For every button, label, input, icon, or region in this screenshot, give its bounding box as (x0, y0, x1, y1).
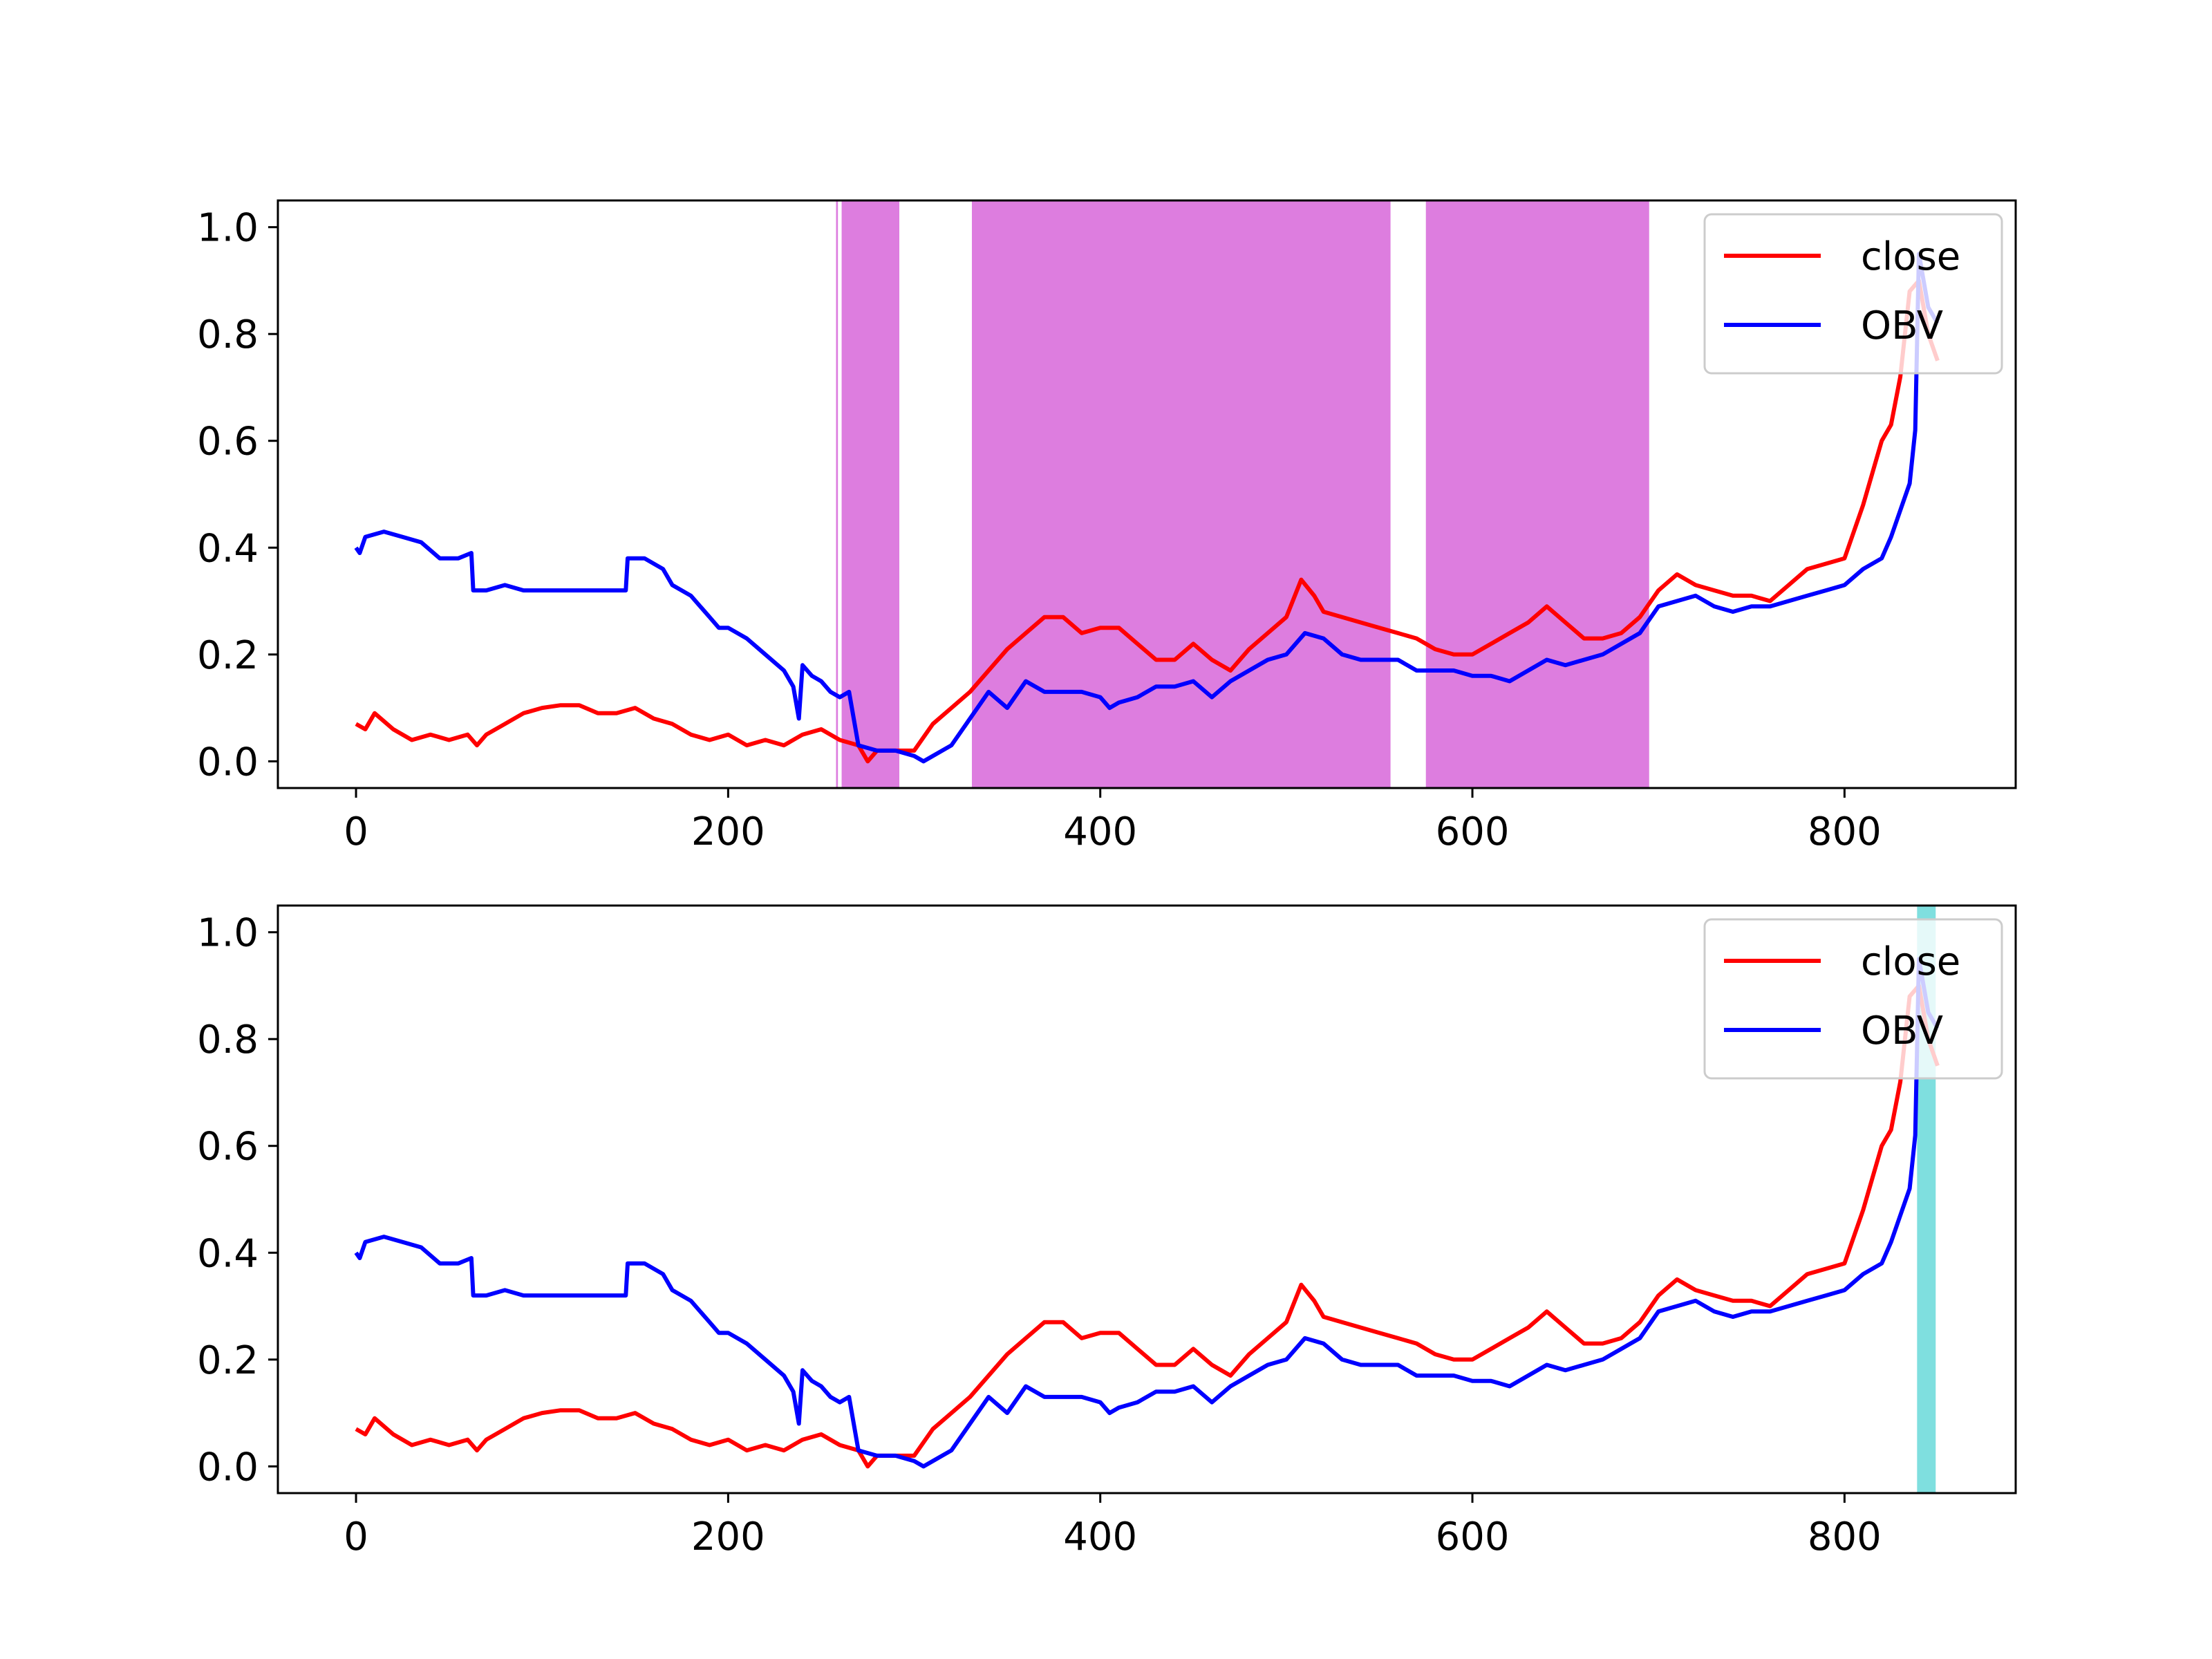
bottom-legend-label-close: close (1861, 939, 1960, 984)
top-subplot: 0 200 400 600 800 0.0 0.2 0.4 0.6 0.8 1.0 close OBV (197, 199, 2017, 854)
top-shaded-span-1 (841, 200, 900, 788)
top-series-close-line (355, 278, 1940, 764)
bottom-series-obv-line (354, 957, 1940, 1469)
top-legend-label-close: close (1861, 234, 1960, 279)
bottom-subplot: 0 200 400 600 800 0.0 0.2 0.4 0.6 0.8 1.0 close OBV (197, 904, 2017, 1559)
bottom-series-close-line (355, 983, 1940, 1469)
bottom-xtick-label-2: 400 (1063, 1515, 1137, 1559)
top-ytick-label-0: 0.0 (197, 740, 259, 785)
top-shaded-span-2 (971, 200, 1391, 788)
bottom-xtick-label-4: 800 (1808, 1515, 1882, 1559)
top-ytick-label-4: 0.8 (197, 312, 259, 357)
top-xtick-label-0: 0 (344, 809, 368, 854)
bottom-xtick-label-3: 600 (1436, 1515, 1510, 1559)
top-shaded-span-0 (836, 200, 838, 788)
bottom-ytick-label-5: 1.0 (197, 911, 259, 956)
top-legend: close OBV (1703, 213, 2003, 375)
top-ytick-label-3: 0.6 (197, 420, 259, 465)
top-xtick-label-3: 600 (1436, 809, 1510, 854)
top-ytick-label-5: 1.0 (197, 206, 259, 251)
bottom-ytick-label-2: 0.4 (197, 1231, 259, 1276)
bottom-ytick-label-4: 0.8 (197, 1018, 259, 1062)
top-shaded-span-3 (1425, 200, 1649, 788)
bottom-axes-frame (276, 904, 2017, 1494)
bottom-ytick-label-0: 0.0 (197, 1445, 259, 1490)
top-xtick-label-2: 400 (1063, 809, 1137, 854)
top-ytick-label-2: 0.4 (197, 526, 259, 571)
top-xtick-label-4: 800 (1808, 809, 1882, 854)
bottom-xtick-label-1: 200 (691, 1515, 765, 1559)
bottom-ytick-label-3: 0.6 (197, 1125, 259, 1170)
bottom-xtick-label-0: 0 (344, 1515, 368, 1559)
bottom-legend-label-obv: OBV (1861, 1009, 1943, 1053)
top-ytick-label-1: 0.2 (197, 633, 259, 678)
bottom-ytick-label-1: 0.2 (197, 1338, 259, 1383)
top-xtick-label-1: 200 (691, 809, 765, 854)
top-axes-frame (276, 199, 2017, 789)
top-legend-label-obv: OBV (1861, 303, 1943, 348)
bottom-legend: close OBV (1703, 918, 2003, 1080)
top-series-obv-line (354, 252, 1940, 764)
